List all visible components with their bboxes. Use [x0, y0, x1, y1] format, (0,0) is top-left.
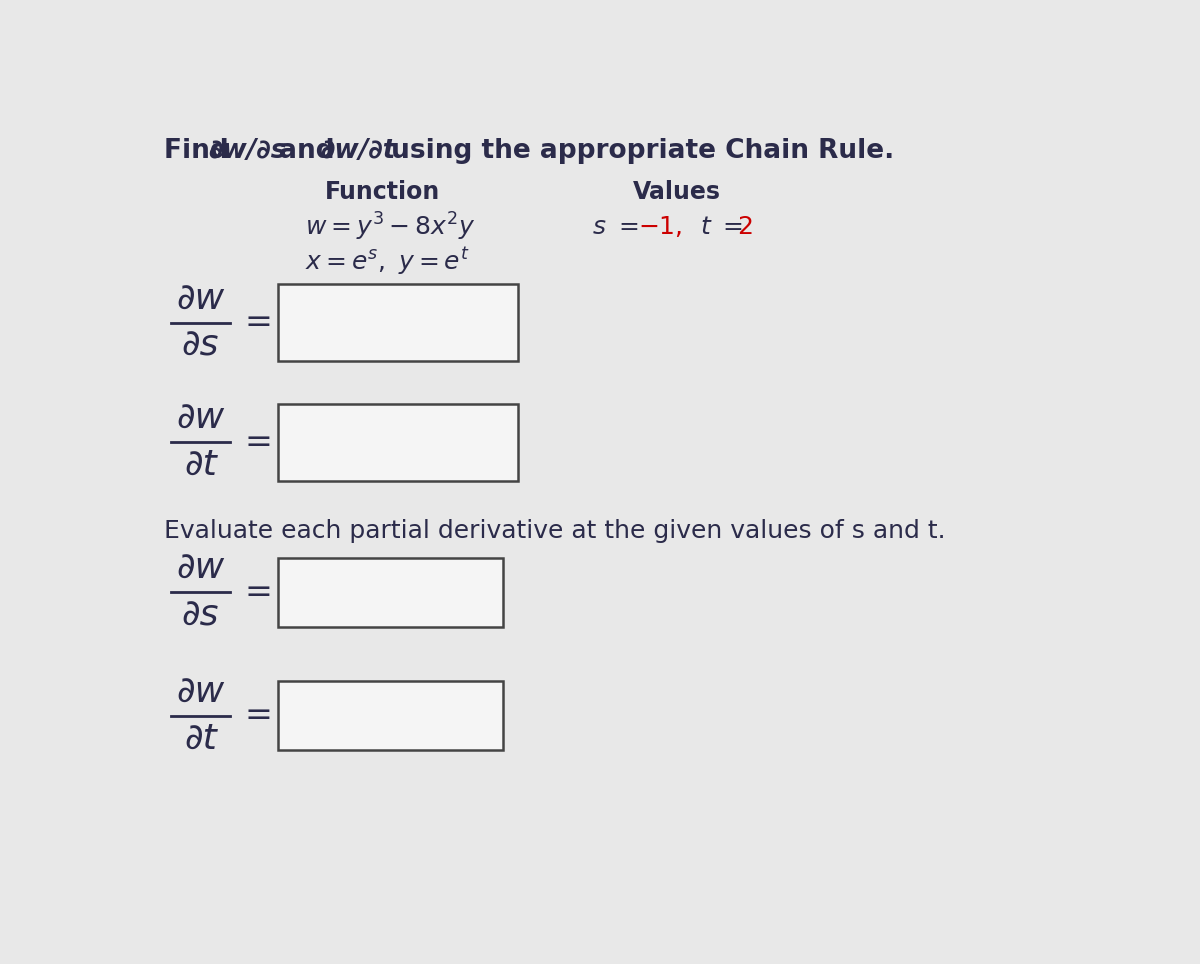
Text: =: = — [245, 426, 272, 459]
Bar — [278, 681, 503, 750]
Text: $\ t\ =\ $: $\ t\ =\ $ — [692, 215, 744, 238]
Text: ∂w: ∂w — [176, 552, 224, 586]
Text: ∂s: ∂s — [181, 599, 220, 632]
Text: and: and — [270, 138, 344, 164]
Text: ∂t: ∂t — [184, 722, 217, 756]
Text: ∂w: ∂w — [176, 402, 224, 436]
Bar — [278, 557, 503, 627]
Text: =: = — [245, 576, 272, 609]
Text: $s\ =\ $: $s\ =\ $ — [592, 215, 638, 238]
Text: Find: Find — [164, 138, 238, 164]
Text: =: = — [245, 699, 272, 732]
Bar — [278, 284, 518, 362]
Text: Evaluate each partial derivative at the given values of s and t.: Evaluate each partial derivative at the … — [164, 520, 946, 543]
Text: ∂w/∂t: ∂w/∂t — [320, 138, 396, 164]
Bar — [278, 404, 518, 481]
Text: $x = e^s,\ y = e^t$: $x = e^s,\ y = e^t$ — [305, 246, 470, 278]
Text: $2$: $2$ — [737, 215, 752, 238]
Text: ∂w: ∂w — [176, 282, 224, 316]
Text: =: = — [245, 307, 272, 339]
Text: $-1,$: $-1,$ — [638, 214, 683, 239]
Text: Function: Function — [325, 180, 440, 204]
Text: $w = y^3 - 8x^2y$: $w = y^3 - 8x^2y$ — [305, 211, 475, 243]
Text: ∂s: ∂s — [181, 329, 220, 363]
Text: ∂w: ∂w — [176, 676, 224, 710]
Text: Values: Values — [634, 180, 721, 204]
Text: using the appropriate Chain Rule.: using the appropriate Chain Rule. — [383, 138, 895, 164]
Text: ∂t: ∂t — [184, 448, 217, 482]
Text: ∂w/∂s: ∂w/∂s — [208, 138, 287, 164]
